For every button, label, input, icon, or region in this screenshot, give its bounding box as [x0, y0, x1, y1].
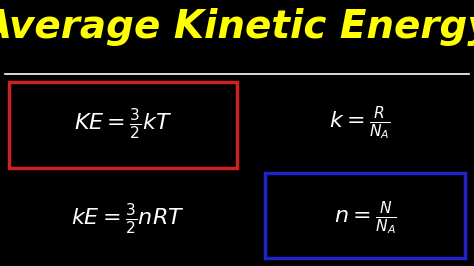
Text: $n = \frac{N}{N_A}$: $n = \frac{N}{N_A}$	[334, 200, 396, 237]
Text: $KE = \frac{3}{2}kT$: $KE = \frac{3}{2}kT$	[74, 106, 173, 141]
Text: $k = \frac{R}{N_A}$: $k = \frac{R}{N_A}$	[329, 105, 391, 142]
Text: Average Kinetic Energy: Average Kinetic Energy	[0, 8, 474, 46]
Text: $kE = \frac{3}{2}nRT$: $kE = \frac{3}{2}nRT$	[71, 201, 185, 236]
